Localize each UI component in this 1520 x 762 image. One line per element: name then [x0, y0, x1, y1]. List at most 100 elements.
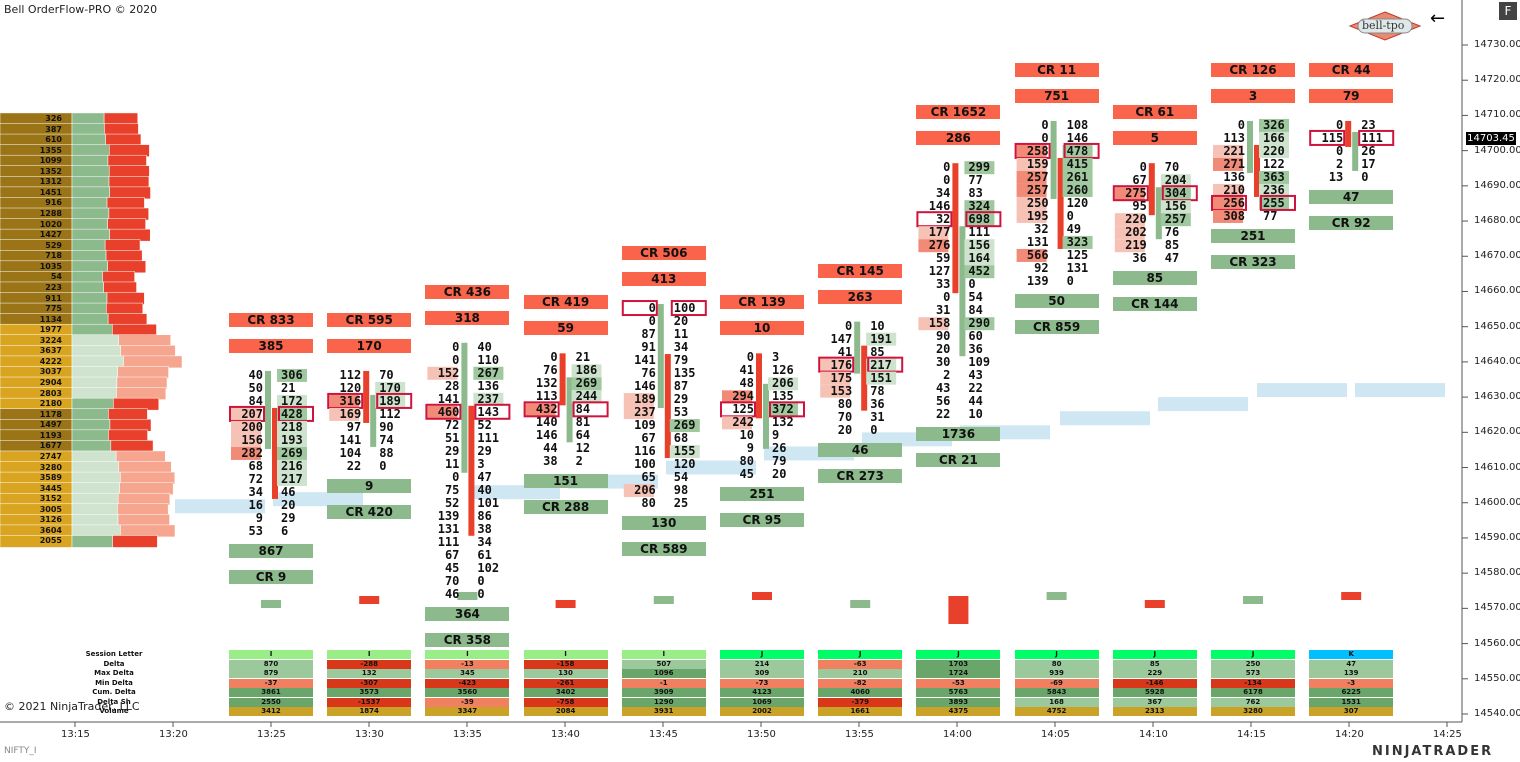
- vp-volume-label: 3604: [39, 525, 62, 535]
- imbalance-box-ask: [1358, 129, 1395, 146]
- ask-volume-cell: 125: [1066, 247, 1089, 262]
- ask-volume-cell: 83: [968, 186, 983, 201]
- bid-volume-cell: 29: [444, 443, 460, 458]
- bid-heat-cell: [427, 366, 458, 380]
- ask-heat-cell: [375, 394, 406, 408]
- bell-tpo-logo: bell-tpo: [1348, 10, 1422, 42]
- y-tick-label: 14690.00: [1474, 179, 1520, 191]
- stats-cell: 47: [1309, 659, 1394, 669]
- vp-volume-label: 1312: [39, 177, 62, 187]
- value-area-band: [1158, 397, 1248, 412]
- y-tick-label: 14610.00: [1474, 461, 1520, 473]
- stats-cell: 214: [720, 659, 804, 669]
- bid-volume-cell: 0: [943, 290, 951, 305]
- x-tick-label: 13:55: [845, 729, 874, 740]
- cr-top-label: CR 61: [1112, 105, 1197, 120]
- mini-candle: [752, 592, 772, 600]
- vp-volume-label: 54: [50, 272, 62, 282]
- cr-bottom-label: CR 859: [1014, 319, 1099, 334]
- stats-cell: -379: [818, 697, 903, 707]
- cr-bottom-label: CR 92: [1309, 215, 1394, 230]
- bid-volume-cell: 2: [943, 368, 951, 383]
- bid-volume-cell: 0: [1041, 117, 1049, 132]
- cr-top-label: CR 126: [1211, 62, 1295, 77]
- ask-volume-cell: 22: [968, 381, 983, 396]
- imbalance-box-bid: [425, 403, 462, 420]
- total-bottom-label: 1736: [916, 427, 1001, 442]
- bid-volume-cell: 141: [634, 353, 656, 368]
- back-arrow-icon[interactable]: ←: [1430, 8, 1446, 29]
- f-button[interactable]: F: [1499, 2, 1517, 20]
- bid-volume-cell: 0: [452, 469, 460, 484]
- x-tick-label: 14:00: [943, 729, 972, 740]
- ask-heat-cell: [964, 252, 995, 266]
- imbalance-box-ask: [670, 300, 707, 317]
- candle-body: [1057, 157, 1064, 249]
- bid-heat-cell: [1213, 157, 1243, 171]
- vp-volume-label: 1193: [39, 430, 62, 440]
- stats-cell: 3347: [425, 707, 510, 716]
- bid-volume-cell: 275: [1125, 186, 1147, 201]
- ask-volume-cell: 84: [968, 303, 983, 318]
- y-tick-label: 14620.00: [1474, 426, 1520, 438]
- bid-volume-cell: 33: [935, 277, 951, 292]
- stats-cell: 1703: [916, 659, 1001, 669]
- stats-cell: 939: [1014, 669, 1099, 678]
- bid-volume-cell: 80: [739, 454, 754, 469]
- y-tick-label: 14560.00: [1474, 637, 1520, 649]
- ask-heat-cell: [473, 366, 504, 380]
- bid-volume-cell: 34: [935, 186, 951, 201]
- ask-volume-cell: 81: [575, 415, 591, 430]
- bid-volume-cell: 32: [935, 212, 951, 227]
- stats-cell: 1290: [621, 697, 706, 707]
- bid-volume-cell: 0: [844, 318, 853, 333]
- stats-row-label: Session Letter: [85, 650, 143, 658]
- bid-volume-cell: 80: [837, 396, 853, 411]
- stats-cell: 3573: [327, 688, 412, 697]
- bid-volume-cell: 139: [437, 508, 460, 523]
- x-tick-label: 14:05: [1041, 729, 1070, 740]
- bid-volume-cell: 141: [437, 391, 460, 406]
- ask-heat-cell: [1160, 187, 1191, 201]
- candle-body: [1345, 120, 1352, 147]
- ask-volume-cell: 70: [1164, 160, 1180, 175]
- stats-cell: 309: [720, 669, 804, 678]
- ask-volume-cell: 244: [575, 389, 598, 404]
- stats-cell: I: [621, 650, 706, 659]
- ask-heat-cell: [768, 377, 798, 391]
- bid-volume-cell: 91: [641, 340, 656, 355]
- ask-volume-cell: 0: [1066, 208, 1074, 223]
- candle-body: [461, 342, 468, 473]
- ask-volume-cell: 17: [1361, 156, 1376, 171]
- ask-volume-cell: 3: [772, 350, 780, 365]
- stats-cell: -53: [916, 678, 1001, 688]
- bid-heat-cell: [623, 484, 654, 498]
- ask-volume-cell: 53: [673, 405, 689, 420]
- stats-cell: 879: [229, 669, 313, 678]
- ask-heat-cell: [669, 445, 700, 459]
- mini-candle: [1243, 596, 1263, 604]
- y-tick-label: 14600.00: [1474, 496, 1520, 508]
- ask-volume-cell: 299: [968, 160, 991, 175]
- mini-candle: [555, 600, 576, 608]
- bid-heat-cell: [918, 239, 949, 253]
- y-tick-label: 14580.00: [1474, 567, 1520, 579]
- stats-cell: 2313: [1112, 707, 1197, 716]
- vp-volume-label: 911: [45, 293, 62, 303]
- ask-heat-cell: [277, 459, 307, 473]
- ask-volume-cell: 47: [1164, 251, 1180, 266]
- ask-volume-cell: 111: [1361, 130, 1383, 145]
- ask-heat-cell: [1062, 183, 1093, 197]
- stats-cell: 3280: [1211, 707, 1295, 716]
- y-tick-label: 14660.00: [1474, 285, 1520, 297]
- bid-volume-cell: 43: [935, 381, 951, 396]
- total-top-label: 10: [720, 321, 804, 336]
- total-bottom-label: 9: [327, 478, 412, 493]
- value-area-band: [273, 492, 363, 507]
- vp-volume-label: 1977: [39, 325, 62, 335]
- ask-volume-cell: 21: [281, 380, 296, 395]
- ask-volume-cell: 0: [968, 277, 976, 292]
- vp-volume-label: 1451: [39, 187, 62, 197]
- logo-text: bell-tpo: [1362, 19, 1405, 32]
